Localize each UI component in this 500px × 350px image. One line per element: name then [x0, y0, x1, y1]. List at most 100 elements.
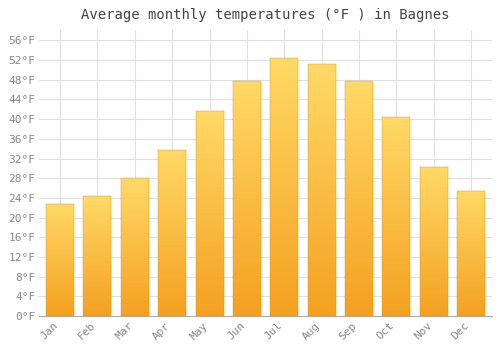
Bar [84, 297, 112, 298]
Bar [270, 275, 298, 277]
Bar [233, 309, 261, 312]
Bar [158, 201, 186, 203]
Bar [382, 122, 410, 125]
Bar [121, 258, 149, 259]
Bar [382, 156, 410, 159]
Bar [196, 298, 224, 300]
Bar [46, 303, 74, 304]
Bar [121, 203, 149, 204]
Bar [158, 314, 186, 316]
Bar [46, 228, 74, 229]
Bar [46, 241, 74, 242]
Bar [46, 214, 74, 215]
Bar [420, 307, 448, 309]
Bar [196, 115, 224, 117]
Bar [420, 203, 448, 204]
Bar [46, 282, 74, 284]
Bar [457, 190, 485, 316]
Bar [457, 254, 485, 256]
Bar [84, 311, 112, 313]
Bar [308, 158, 336, 160]
Bar [270, 303, 298, 306]
Bar [382, 250, 410, 252]
Bar [420, 249, 448, 251]
Bar [233, 302, 261, 304]
Bar [308, 276, 336, 278]
Bar [121, 200, 149, 201]
Bar [121, 225, 149, 226]
Bar [84, 231, 112, 232]
Bar [345, 90, 373, 92]
Bar [121, 226, 149, 228]
Bar [84, 196, 112, 198]
Bar [382, 312, 410, 314]
Bar [196, 302, 224, 304]
Bar [233, 312, 261, 314]
Bar [270, 285, 298, 288]
Bar [382, 308, 410, 310]
Bar [158, 191, 186, 193]
Bar [46, 257, 74, 258]
Bar [121, 205, 149, 207]
Bar [420, 272, 448, 273]
Bar [121, 290, 149, 291]
Bar [420, 243, 448, 245]
Bar [158, 256, 186, 258]
Bar [457, 226, 485, 227]
Bar [457, 190, 485, 192]
Bar [121, 287, 149, 288]
Bar [46, 286, 74, 287]
Bar [46, 273, 74, 274]
Bar [270, 57, 298, 60]
Bar [84, 295, 112, 296]
Bar [345, 236, 373, 238]
Bar [457, 288, 485, 290]
Bar [420, 276, 448, 278]
Bar [196, 236, 224, 238]
Bar [121, 248, 149, 250]
Bar [270, 236, 298, 239]
Bar [345, 210, 373, 212]
Bar [158, 199, 186, 201]
Bar [345, 133, 373, 135]
Bar [308, 228, 336, 231]
Bar [84, 245, 112, 247]
Bar [46, 225, 74, 226]
Bar [84, 280, 112, 281]
Bar [84, 233, 112, 235]
Bar [308, 178, 336, 180]
Bar [84, 290, 112, 291]
Bar [84, 232, 112, 233]
Bar [158, 251, 186, 253]
Bar [46, 244, 74, 245]
Bar [308, 90, 336, 92]
Bar [308, 110, 336, 112]
Bar [382, 302, 410, 304]
Bar [84, 273, 112, 274]
Bar [46, 272, 74, 273]
Bar [308, 246, 336, 248]
Bar [233, 156, 261, 158]
Bar [121, 297, 149, 298]
Bar [84, 272, 112, 273]
Bar [420, 294, 448, 295]
Bar [420, 288, 448, 289]
Bar [382, 142, 410, 145]
Bar [84, 299, 112, 301]
Bar [46, 224, 74, 225]
Bar [233, 276, 261, 279]
Bar [345, 88, 373, 90]
Bar [457, 286, 485, 287]
Bar [158, 160, 186, 161]
Bar [308, 160, 336, 163]
Bar [308, 185, 336, 188]
Bar [345, 83, 373, 85]
Bar [270, 60, 298, 63]
Bar [46, 281, 74, 282]
Bar [158, 155, 186, 156]
Bar [46, 313, 74, 314]
Bar [382, 300, 410, 302]
Bar [457, 315, 485, 316]
Bar [233, 125, 261, 128]
Bar [84, 285, 112, 286]
